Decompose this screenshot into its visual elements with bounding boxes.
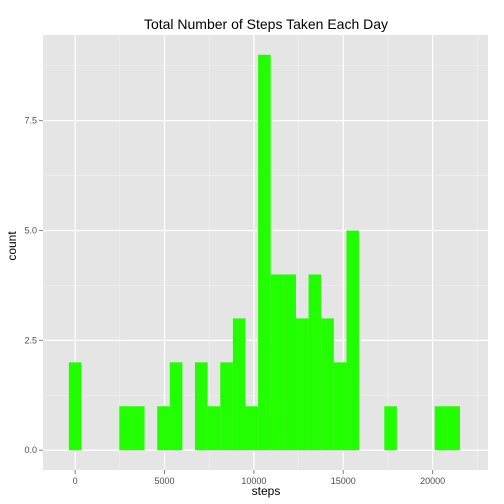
histogram-bar — [119, 406, 132, 451]
histogram-bar — [321, 318, 334, 451]
histogram-bar — [68, 362, 82, 451]
histogram-bar — [447, 406, 460, 451]
x-axis-title: steps — [252, 484, 281, 498]
histogram-bar — [195, 362, 208, 451]
x-tick-label: 0 — [73, 476, 78, 486]
histogram-bar — [308, 274, 322, 451]
histogram-bar — [169, 362, 183, 451]
y-tick-label: 7.5 — [24, 116, 37, 126]
histogram-bar — [434, 406, 448, 451]
histogram-bar — [258, 54, 271, 451]
histogram-bar — [157, 406, 170, 451]
histogram-bar — [270, 274, 284, 451]
x-tick-label: 20000 — [420, 476, 445, 486]
histogram-bar — [232, 318, 246, 451]
histogram-bar — [283, 274, 296, 451]
histogram-bar — [245, 406, 259, 451]
x-tick-label: 5000 — [155, 476, 175, 486]
histogram-bar — [384, 406, 397, 451]
histogram-bar — [207, 406, 221, 451]
histogram-bar — [131, 406, 145, 451]
y-tick-label: 2.5 — [24, 335, 37, 345]
y-axis-title: count — [5, 231, 19, 261]
histogram-bar — [333, 362, 347, 451]
plot-panel — [43, 35, 488, 470]
y-tick-label: 0.0 — [24, 445, 37, 455]
y-tick-label: 5.0 — [24, 226, 37, 236]
histogram-bar — [295, 318, 309, 451]
chart-title: Total Number of Steps Taken Each Day — [144, 16, 388, 32]
histogram-bar — [220, 362, 233, 451]
histogram-bar — [346, 230, 360, 451]
x-tick-label: 15000 — [331, 476, 356, 486]
x-tick-label: 10000 — [241, 476, 266, 486]
